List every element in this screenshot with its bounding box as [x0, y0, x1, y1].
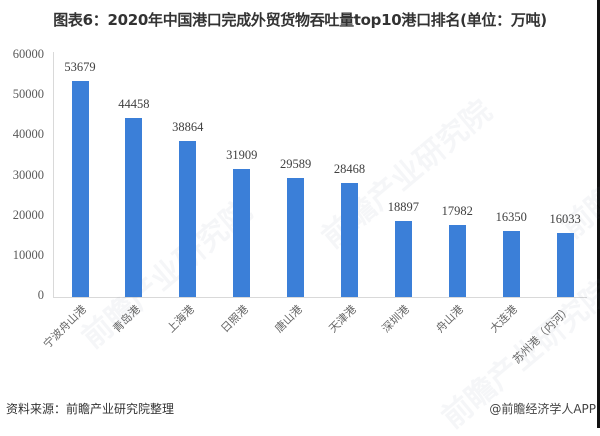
bar-value-label: 17982: [441, 203, 473, 218]
y-axis-line: [53, 52, 54, 298]
bar-value-label: 53679: [64, 60, 96, 75]
bar: [287, 178, 305, 297]
x-axis-line: [53, 297, 587, 298]
bar-value-label: 29589: [279, 157, 312, 172]
y-tick-label: 0: [37, 288, 44, 302]
bar: [179, 140, 197, 297]
y-tick-label: 30000: [12, 167, 44, 182]
bar: [394, 221, 412, 297]
y-tick-label: 20000: [12, 207, 44, 222]
chart-title: 图表6：2020年中国港口完成外贸货物吞吐量top10港口排名(单位：万吨): [53, 11, 547, 29]
bar: [341, 182, 358, 297]
credit-note: @前瞻经济学人APP: [489, 402, 596, 416]
y-tick-label: 40000: [12, 127, 44, 142]
bar-value-label: 28468: [333, 161, 366, 176]
y-tick-label: 60000: [12, 47, 44, 61]
bar: [448, 224, 466, 297]
bar: [556, 232, 574, 297]
bar-value-label: 16350: [495, 210, 527, 225]
bar: [71, 81, 89, 297]
bar-value-label: 18897: [387, 200, 420, 215]
source-note: 资料来源：前瞻产业研究院整理: [6, 402, 175, 416]
y-tick-label: 50000: [12, 87, 44, 102]
y-tick-label: 10000: [12, 247, 44, 262]
right-border: [597, 0, 600, 428]
bar-value-label: 44458: [118, 97, 150, 112]
bar-value-label: 16033: [549, 211, 581, 226]
bar-value-label: 38864: [172, 119, 204, 134]
bar: [125, 118, 143, 297]
bar: [502, 231, 520, 297]
bar: [233, 168, 251, 297]
bar-value-label: 31909: [226, 147, 258, 162]
